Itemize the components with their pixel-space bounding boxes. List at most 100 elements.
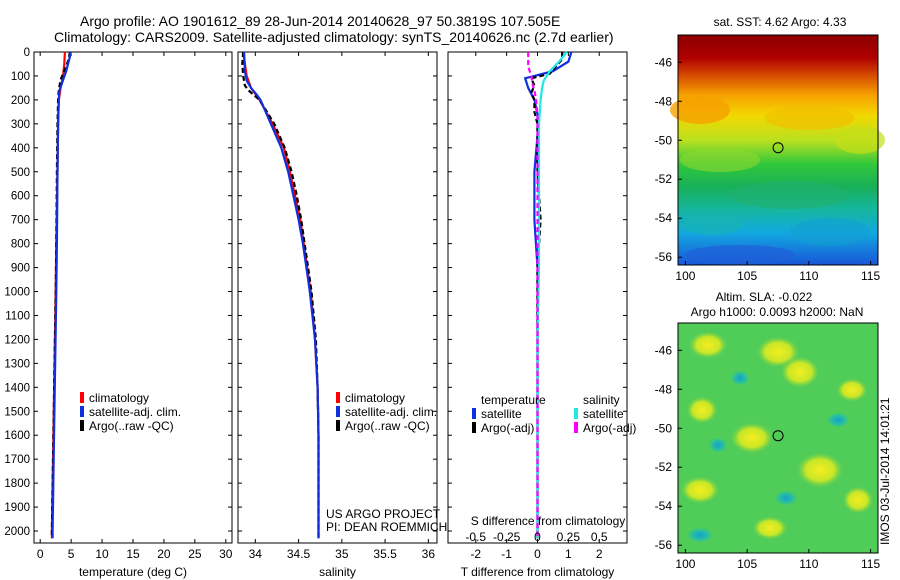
sst-argo-marker [772, 142, 784, 154]
depth-tick-label: 200 [11, 95, 30, 107]
map-lat-tick-label: -52 [655, 172, 673, 186]
temperature-x-tick-label: 0 [37, 547, 44, 561]
depth-tick-label: 1800 [4, 478, 30, 490]
legend-label: satellite [481, 407, 522, 421]
difference-x-tick-label: -1 [501, 547, 512, 561]
map-lat-tick-label: -56 [655, 250, 673, 264]
map-lat-tick-label: -52 [655, 460, 673, 474]
legend-title-temperature: temperature [481, 393, 546, 407]
sla-map-title-line2: Argo h1000: 0.0093 h2000: NaN [691, 305, 864, 319]
sla-map-blotches [680, 331, 874, 543]
depth-tick-label: 300 [11, 119, 30, 131]
difference-x-axis-label: T difference from climatology [461, 565, 615, 579]
depth-tick-label: 1900 [4, 502, 30, 514]
salinity-x-tick-label: 36 [422, 547, 436, 561]
depth-tick-label: 700 [11, 215, 30, 227]
salinity-axes-frame [237, 51, 438, 544]
imos-timestamp-label: IMOS 03-Jul-2014 14:01:21 [878, 397, 892, 545]
s-difference-tick-label: 0 [534, 530, 541, 544]
legend-swatch [336, 420, 340, 431]
sla-map-title-line1: Altim. SLA: -0.022 [716, 290, 813, 304]
temperature-x-tick-label: 30 [219, 547, 233, 561]
depth-tick-label: 800 [11, 239, 30, 251]
depth-tick-label: 1000 [4, 287, 30, 299]
depth-tick-label: 1700 [4, 454, 30, 466]
depth-tick-label: 1400 [4, 382, 30, 394]
temperature-x-tick-label: 15 [126, 547, 140, 561]
project-annotation: US ARGO PROJECT [326, 507, 441, 521]
difference-x-tick-label: 1 [565, 547, 572, 561]
legend-label: Argo(-adj) [481, 421, 534, 435]
legend-label: climatology [345, 391, 405, 405]
salinity-x-tick-label: 34.5 [287, 547, 311, 561]
difference-series-temperature-argo-adj- [529, 52, 564, 539]
s-difference-tick-label: -0.5 [465, 530, 486, 544]
legend-swatch [80, 420, 84, 431]
project-annotation: PI: DEAN ROEMMICH [326, 520, 447, 534]
legend-title-salinity: salinity [583, 393, 620, 407]
map-lon-tick-label: 100 [675, 557, 695, 571]
temperature-axes-frame [33, 51, 233, 544]
legend-label: Argo(-adj) [583, 421, 636, 435]
map-lat-tick-label: -50 [655, 421, 673, 435]
legend-label: satellite [583, 407, 624, 421]
salinity-panel: 34 34.5 35 35.5 36 salinity climatologysatelli… [237, 51, 447, 579]
salinity-x-tick-label: 35.5 [373, 547, 397, 561]
legend-label: Argo(..raw -QC) [89, 419, 174, 433]
legend-label: Argo(..raw -QC) [345, 419, 430, 433]
salinity-x-tick-label: 34 [249, 547, 263, 561]
map-lon-tick-label: 110 [799, 269, 818, 283]
map-lat-tick-label: -48 [655, 94, 673, 108]
sla-map-panel: Altim. SLA: -0.022 Argo h1000: 0.0093 h2… [655, 290, 892, 571]
figure-title-line2: Climatology: CARS2009. Satellite-adjuste… [54, 29, 614, 45]
difference-x-tick-label: -2 [470, 547, 481, 561]
figure-title-line1: Argo profile: AO 1901612_89 28-Jun-2014 … [80, 13, 560, 29]
temperature-x-tick-label: 25 [188, 547, 202, 561]
map-lat-tick-label: -48 [655, 382, 673, 396]
legend-swatch [472, 422, 476, 433]
map-lon-tick-label: 105 [737, 557, 757, 571]
temperature-series-satellite-adj-clim- [51, 51, 72, 539]
depth-tick-label: 100 [11, 71, 30, 83]
legend-swatch [336, 392, 340, 403]
map-lon-tick-label: 105 [737, 269, 757, 283]
difference-x-tick-label: 0 [534, 547, 541, 561]
depth-tick-label: 1600 [4, 430, 30, 442]
s-difference-tick-label: 0.25 [557, 530, 581, 544]
temperature-x-tick-label: 10 [95, 547, 109, 561]
s-difference-tick-label: -0.25 [493, 530, 521, 544]
depth-tick-label: 1500 [4, 406, 30, 418]
legend-swatch [472, 408, 476, 419]
map-lon-tick-label: 110 [799, 557, 818, 571]
salinity-series-satellite-adj-clim- [243, 51, 320, 539]
depth-tick-label: 500 [11, 167, 30, 179]
difference-series-salinity-satellite [536, 51, 568, 539]
salinity-series-argo-raw-qc- [241, 51, 320, 539]
temperature-panel: 0100200300400500600700800900100011001200… [4, 47, 232, 579]
legend-swatch [336, 406, 340, 417]
depth-tick-label: 1100 [5, 310, 30, 322]
salinity-x-tick-label: 35 [335, 547, 349, 561]
map-lat-tick-label: -56 [655, 538, 673, 552]
sst-map-blotches [670, 96, 885, 265]
legend-label: satellite-adj. clim. [89, 405, 181, 419]
temperature-x-tick-label: 5 [68, 547, 75, 561]
depth-tick-label: 400 [11, 143, 30, 155]
s-difference-axis-label: S difference from climatology [471, 514, 626, 528]
depth-tick-label: 1200 [4, 334, 30, 346]
map-lon-tick-label: 115 [861, 269, 880, 283]
difference-series-salinity-argo-adj- [527, 52, 539, 539]
salinity-series-climatology [242, 51, 320, 539]
depth-tick-label: 1300 [4, 358, 30, 370]
difference-series-temperature-satellite [523, 51, 573, 539]
sst-map-title: sat. SST: 4.62 Argo: 4.33 [714, 15, 847, 29]
temperature-x-axis-label: temperature (deg C) [79, 565, 187, 579]
legend-label: satellite-adj. clim. [345, 405, 437, 419]
sst-map-panel: sat. SST: 4.62 Argo: 4.33 100 105 110 115 -4… [655, 15, 885, 283]
map-lon-tick-label: 115 [861, 557, 880, 571]
s-difference-tick-label: 0.5 [591, 530, 608, 544]
depth-tick-label: 600 [11, 191, 30, 203]
map-lat-tick-label: -46 [655, 343, 673, 357]
difference-x-tick-label: 2 [596, 547, 603, 561]
